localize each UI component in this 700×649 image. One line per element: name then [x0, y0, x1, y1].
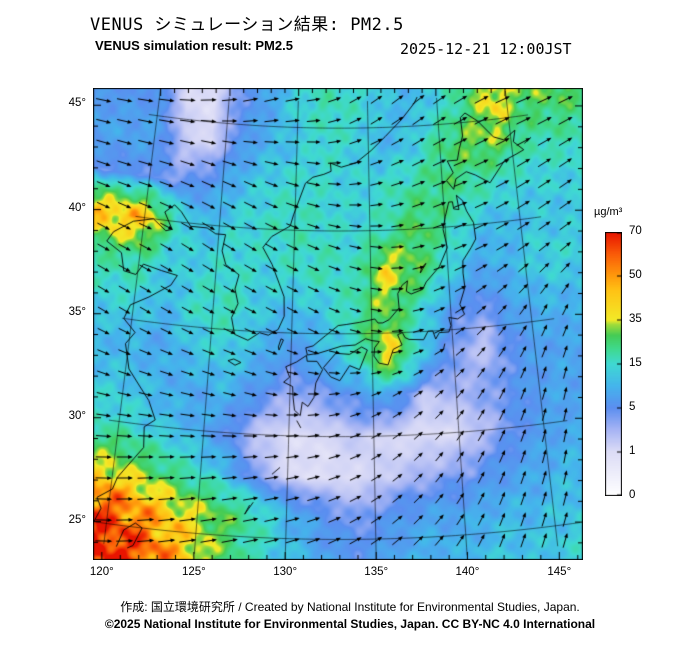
colorbar-tick-label: 35	[629, 313, 642, 325]
lon-tick-label: 130°	[273, 566, 298, 578]
colorbar-tick-label: 70	[629, 225, 642, 237]
license-text: ©2025 National Institute for Environment…	[104, 617, 596, 631]
colorbar-tick-label: 0	[629, 489, 636, 501]
colorbar-tick-label: 1	[629, 445, 636, 457]
lon-tick-label: 145°	[547, 566, 572, 578]
lon-tick-label: 120°	[89, 566, 114, 578]
colorbar-tick-label: 50	[629, 269, 642, 281]
colorbar-tick-label: 5	[629, 401, 636, 413]
lon-tick-label: 140°	[455, 566, 480, 578]
lat-tick-label: 35°	[68, 305, 86, 318]
lon-tick-label: 125°	[181, 566, 206, 578]
colorbar-unit-label: µg/m³	[594, 206, 623, 218]
lat-tick-label: 45°	[68, 97, 86, 110]
page-title: VENUS シミュレーション結果: PM2.5	[90, 15, 404, 35]
lat-tick-label: 30°	[68, 409, 86, 422]
colorbar-canvas	[605, 232, 622, 496]
page-subtitle: VENUS simulation result: PM2.5	[95, 38, 293, 53]
credit-text: 作成: 国立環境研究所 / Created by National Instit…	[120, 600, 580, 614]
colorbar-tick-label: 15	[629, 357, 642, 369]
lat-tick-label: 40°	[68, 201, 86, 214]
lat-tick-label: 25°	[68, 513, 86, 526]
lon-tick-label: 135°	[364, 566, 389, 578]
datetime-label: 2025-12-21 12:00JST	[400, 40, 572, 58]
pm25-map-canvas	[93, 88, 583, 560]
